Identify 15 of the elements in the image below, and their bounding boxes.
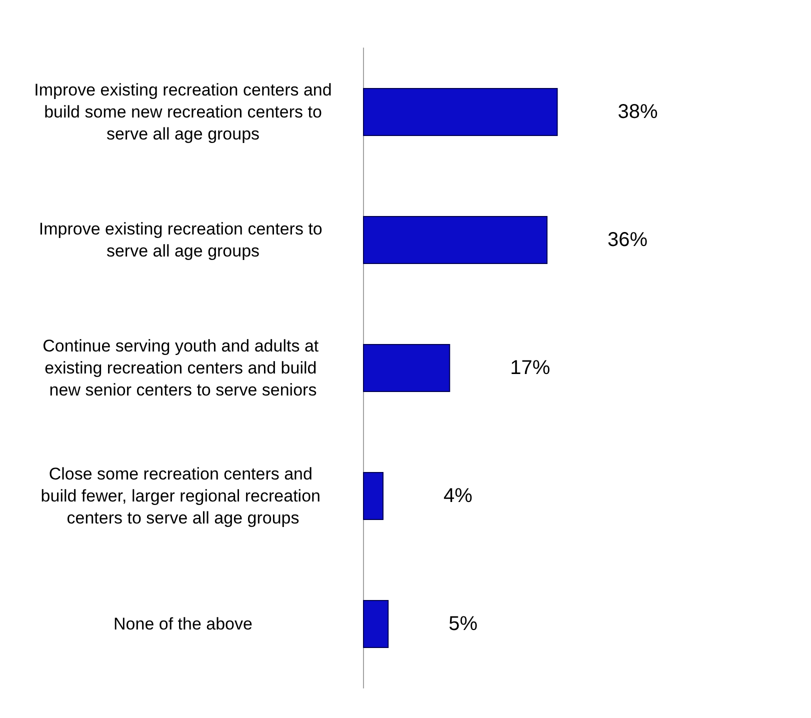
data-label: 38% (618, 101, 658, 123)
y-tick-label: Continue serving youth and adults at existing recreation centers and build new senior centers to serve seniors (42, 336, 324, 400)
bar (363, 88, 558, 136)
bar (363, 600, 389, 648)
data-label: 17% (510, 357, 550, 379)
data-label: 4% (444, 485, 473, 507)
y-tick-label: Improve existing recreation centers to serve all age groups (38, 220, 328, 260)
data-label: 5% (448, 613, 478, 635)
y-tick-label: Improve existing recreation centers and build some new recreation centers to serve all age groups (34, 80, 332, 144)
y-tick-label: Close some recreation centers and build fewer, larger regional recreation centers to serve all age groups (40, 464, 326, 528)
y-tick-label: None of the above (114, 614, 252, 634)
bar (363, 472, 384, 520)
data-label: 36% (608, 229, 648, 251)
bar (363, 216, 548, 264)
bar (363, 344, 450, 392)
